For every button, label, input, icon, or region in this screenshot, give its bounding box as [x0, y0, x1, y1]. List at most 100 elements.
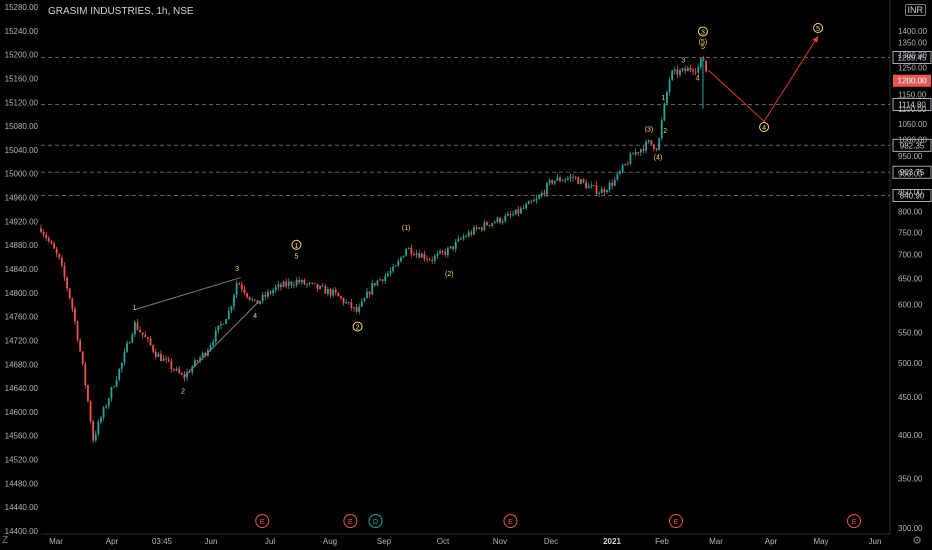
candle-body: [564, 179, 567, 181]
candle-body: [439, 250, 441, 254]
right-axis-tick: 450.00: [898, 393, 923, 402]
trendlines[interactable]: [134, 277, 260, 379]
right-axis-tick: 1250.00: [898, 64, 927, 73]
candle-body: [60, 257, 63, 266]
event-marker-label: E: [348, 519, 353, 526]
right-axis-tick: 1350.00: [898, 39, 927, 48]
chart-title: GRASIM INDUSTRIES, 1h, NSE: [48, 6, 194, 17]
left-axis-tick: 15200.00: [5, 51, 39, 60]
candle-body: [272, 289, 275, 294]
candle-body: [520, 208, 522, 214]
candle-body: [204, 352, 207, 356]
left-axis-tick: 14920.00: [5, 217, 39, 226]
candle-body: [128, 342, 131, 344]
left-axis-tick: 14440.00: [5, 503, 39, 512]
candle-body: [431, 259, 434, 261]
left-axis-tick: 14400.00: [5, 527, 39, 536]
candle-body: [509, 214, 512, 216]
candle-body: [402, 255, 405, 258]
candle-body: [441, 250, 444, 252]
candle-body: [512, 214, 514, 216]
candle-body: [363, 298, 366, 302]
candle-body: [240, 284, 243, 290]
candle-body: [689, 67, 692, 70]
candle-body: [535, 198, 538, 201]
time-axis[interactable]: Mar Apr 03:45 Jun Jul Aug Sep Oct Nov Dec 2021 Feb M…: [49, 537, 881, 546]
candle-body: [133, 322, 136, 335]
wave-label: 5: [816, 26, 820, 33]
candle-body: [58, 253, 61, 258]
candle-body: [347, 302, 350, 303]
candle-body: [246, 293, 248, 297]
candle-body: [467, 232, 470, 237]
candle-body: [188, 371, 191, 373]
horizontal-levels: 1289.45 1114.80 982.35 903.75 840.90 1200.00: [41, 51, 932, 202]
left-price-axis[interactable]: 15280.00 15240.00 15200.00 15160.00 15120.00…: [5, 3, 39, 536]
time-axis-tick: May: [813, 537, 828, 546]
candle-body: [293, 285, 295, 286]
candle-body: [147, 337, 149, 339]
candle-body: [53, 243, 55, 249]
candle-body: [569, 176, 572, 179]
candle-body: [110, 387, 113, 399]
left-axis-tick: 14960.00: [5, 194, 39, 203]
last-price-box: [893, 74, 931, 87]
right-axis-tick: 500.00: [898, 359, 923, 368]
candle-body: [274, 286, 277, 290]
candle-body: [355, 307, 358, 312]
projection-path[interactable]: [707, 35, 819, 123]
candle-body: [201, 352, 204, 358]
time-axis-tick: Aug: [323, 537, 337, 546]
wave-label: 2: [356, 325, 360, 332]
candle-body: [585, 182, 588, 189]
left-axis-tick: 15240.00: [5, 27, 39, 36]
time-axis-tick: Dec: [544, 537, 558, 546]
candle-body: [87, 385, 89, 402]
candle-body: [686, 67, 689, 72]
candle-body: [525, 204, 528, 209]
right-price-axis[interactable]: 1400.00 1350.00 1300.00 1250.00 1200.00 1150.…: [898, 27, 927, 533]
candle-body: [413, 254, 415, 256]
gear-icon[interactable]: ⚙: [912, 535, 922, 547]
projection-line: [707, 35, 819, 123]
candle-body: [230, 306, 233, 311]
candle-body: [123, 351, 126, 363]
candle-body: [488, 225, 491, 226]
event-marker-label: E: [852, 519, 857, 526]
candle-body: [559, 177, 561, 181]
right-axis-tick: 400.00: [898, 431, 923, 440]
candle-body: [199, 357, 201, 362]
candle-body: [593, 185, 595, 187]
candle-body: [606, 190, 608, 192]
candle-body: [115, 379, 118, 387]
candle-body: [527, 201, 530, 205]
candle-body: [697, 66, 700, 73]
time-axis-tick: Apr: [106, 537, 119, 546]
right-axis-tick: 1400.00: [898, 27, 927, 36]
candle-body: [167, 359, 170, 362]
time-axis-tick: Mar: [709, 537, 723, 546]
candle-body: [238, 283, 241, 285]
candle-body: [462, 236, 465, 239]
candle-body: [579, 179, 582, 184]
timezone-corner-label[interactable]: Z: [2, 535, 9, 546]
right-axis-tick: 950.00: [898, 152, 923, 161]
level-label-box: [892, 189, 932, 202]
candle-body: [306, 283, 308, 285]
candle-body: [50, 240, 53, 244]
candle-body: [673, 69, 676, 71]
candle-body: [311, 282, 314, 284]
event-marker-label: E: [674, 519, 679, 526]
candle-body: [407, 247, 410, 249]
candle-body: [191, 366, 194, 373]
candle-body: [326, 289, 329, 294]
candle-body: [619, 171, 621, 174]
currency-badge[interactable]: INR: [904, 4, 926, 16]
right-axis-tick: 1200.00: [898, 77, 927, 86]
candle-body: [160, 353, 162, 362]
candle-body: [217, 325, 220, 331]
candle-body: [97, 421, 100, 435]
candle-body: [42, 232, 45, 235]
